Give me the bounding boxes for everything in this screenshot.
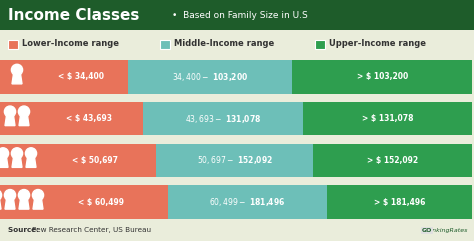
Polygon shape xyxy=(12,74,22,84)
Polygon shape xyxy=(33,200,43,209)
Circle shape xyxy=(18,106,29,117)
Circle shape xyxy=(4,189,16,201)
Bar xyxy=(34,185,168,219)
Polygon shape xyxy=(0,158,8,167)
Text: Upper-Income range: Upper-Income range xyxy=(329,40,426,48)
Circle shape xyxy=(0,148,9,159)
Text: Income Classes: Income Classes xyxy=(8,7,139,22)
Polygon shape xyxy=(5,200,15,209)
Bar xyxy=(292,60,472,94)
Text: $43,693 - $ 131,078: $43,693 - $ 131,078 xyxy=(185,113,262,125)
Text: < $ 60,499: < $ 60,499 xyxy=(78,198,124,207)
Polygon shape xyxy=(26,158,36,167)
Bar xyxy=(128,60,292,94)
Bar xyxy=(303,102,472,135)
Circle shape xyxy=(26,148,36,159)
Bar xyxy=(34,102,144,135)
Polygon shape xyxy=(0,200,1,209)
Polygon shape xyxy=(19,116,29,126)
Text: $ 60,499 - $ 181,496: $ 60,499 - $ 181,496 xyxy=(210,196,286,208)
Text: Pew Research Center, US Bureau: Pew Research Center, US Bureau xyxy=(32,227,151,233)
Polygon shape xyxy=(12,158,22,167)
Text: •  Based on Family Size in U.S: • Based on Family Size in U.S xyxy=(172,11,308,20)
Text: > $ 103,200: > $ 103,200 xyxy=(356,72,408,81)
Bar xyxy=(315,40,325,48)
Bar xyxy=(34,144,156,177)
Bar xyxy=(156,144,313,177)
Text: Source:: Source: xyxy=(8,227,42,233)
Bar xyxy=(0,102,34,135)
Text: < $ 34,400: < $ 34,400 xyxy=(58,72,104,81)
Circle shape xyxy=(11,148,23,159)
Bar xyxy=(8,40,18,48)
Polygon shape xyxy=(19,200,29,209)
Text: $34,400 - $ 103,200: $34,400 - $ 103,200 xyxy=(172,71,248,83)
Circle shape xyxy=(0,189,1,201)
Bar xyxy=(313,144,472,177)
Text: > $ 152,092: > $ 152,092 xyxy=(367,156,418,165)
Bar xyxy=(160,40,170,48)
Bar xyxy=(0,60,34,94)
Bar xyxy=(34,60,128,94)
Circle shape xyxy=(4,106,16,117)
Bar xyxy=(0,185,34,219)
Text: BankingRates: BankingRates xyxy=(425,228,468,233)
Text: < $ 43,693: < $ 43,693 xyxy=(66,114,112,123)
Text: > $ 181,496: > $ 181,496 xyxy=(374,198,426,207)
Circle shape xyxy=(11,64,23,75)
Circle shape xyxy=(32,189,44,201)
Circle shape xyxy=(18,189,29,201)
Text: < $ 50,697: < $ 50,697 xyxy=(72,156,118,165)
Text: Middle-Income range: Middle-Income range xyxy=(174,40,274,48)
Text: GO: GO xyxy=(422,228,432,233)
Text: $ 50,697 - $ 152,092: $ 50,697 - $ 152,092 xyxy=(197,154,273,166)
Text: Lower-Income range: Lower-Income range xyxy=(22,40,119,48)
Bar xyxy=(0,0,474,30)
Bar xyxy=(168,185,328,219)
Text: > $ 131,078: > $ 131,078 xyxy=(362,114,413,123)
Bar xyxy=(0,144,34,177)
Bar xyxy=(328,185,472,219)
Polygon shape xyxy=(5,116,15,126)
Bar xyxy=(144,102,303,135)
